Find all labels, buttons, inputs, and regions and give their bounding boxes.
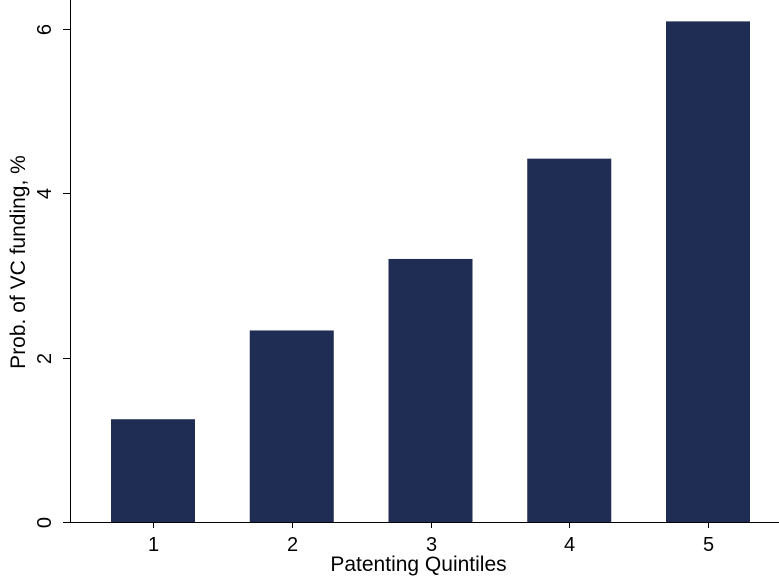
y-tick-label: 2 <box>34 353 56 364</box>
bar-quintile-1 <box>111 419 195 522</box>
bar-quintile-3 <box>388 258 473 522</box>
bar-quintile-4 <box>527 158 612 522</box>
y-tick-label: 0 <box>34 517 56 528</box>
x-axis-title: Patenting Quintiles <box>330 553 506 576</box>
y-axis-ticks: 0 2 4 6 <box>34 24 70 528</box>
x-tick-label: 1 <box>148 534 159 556</box>
bar-quintile-5 <box>666 21 750 522</box>
x-tick-label: 4 <box>564 534 575 556</box>
x-axis-ticks: 1 2 3 4 5 <box>148 522 714 556</box>
x-tick-label: 5 <box>703 534 714 556</box>
y-axis-title: Prob. of VC funding, % <box>7 155 30 369</box>
y-tick-label: 4 <box>34 188 56 199</box>
x-tick-label: 2 <box>287 534 298 556</box>
bar-quintile-2 <box>249 330 334 522</box>
bars-layer <box>111 21 750 522</box>
x-tick-label: 3 <box>426 534 437 556</box>
y-tick-label: 6 <box>34 24 56 35</box>
